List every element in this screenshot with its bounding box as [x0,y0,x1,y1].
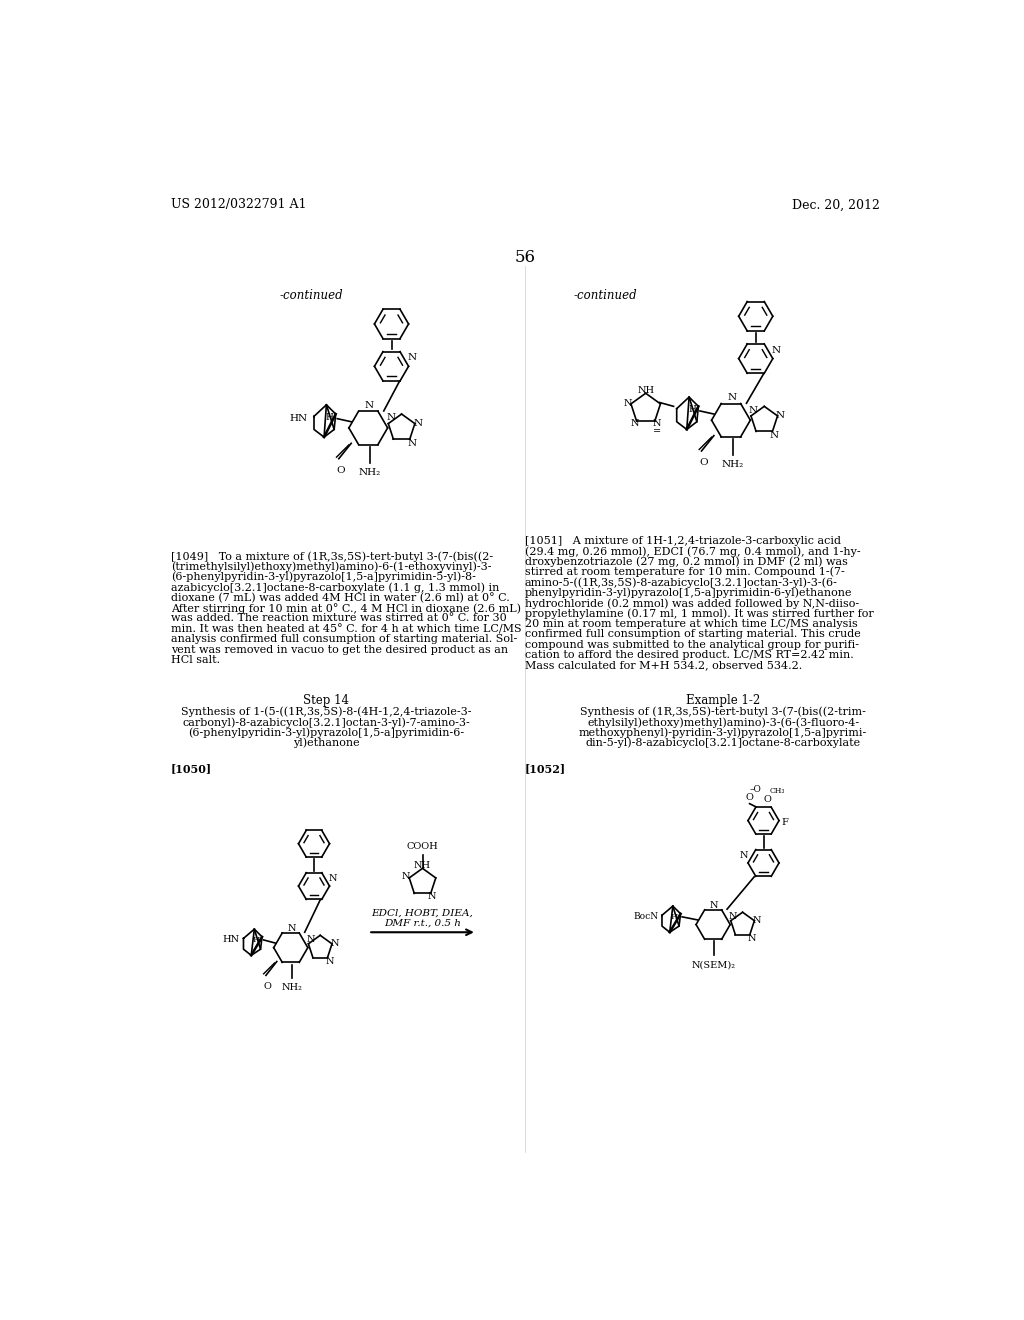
Text: 56: 56 [514,249,536,267]
Text: N: N [631,418,639,428]
Text: azabicyclo[3.2.1]octane-8-carboxylate (1.1 g, 1.3 mmol) in: azabicyclo[3.2.1]octane-8-carboxylate (1… [171,582,499,593]
Text: (29.4 mg, 0.26 mmol), EDCI (76.7 mg, 0.4 mmol), and 1-hy-: (29.4 mg, 0.26 mmol), EDCI (76.7 mg, 0.4… [524,546,860,557]
Text: N: N [710,900,718,909]
Text: O: O [745,793,754,803]
Text: min. It was then heated at 45° C. for 4 h at which time LC/MS: min. It was then heated at 45° C. for 4 … [171,624,521,634]
Text: yl)ethanone: yl)ethanone [293,738,359,748]
Text: N: N [771,346,780,355]
Text: dioxane (7 mL) was added 4M HCl in water (2.6 ml) at 0° C.: dioxane (7 mL) was added 4M HCl in water… [171,593,509,603]
Text: N: N [408,438,416,447]
Text: HN: HN [290,414,307,424]
Text: 20 min at room temperature at which time LC/MS analysis: 20 min at room temperature at which time… [524,619,857,628]
Text: –O: –O [750,785,762,795]
Text: F: F [781,817,788,826]
Text: US 2012/0322791 A1: US 2012/0322791 A1 [171,198,306,211]
Text: hydrochloride (0.2 mmol) was added followed by N,N-diiso-: hydrochloride (0.2 mmol) was added follo… [524,598,859,609]
Text: confirmed full consumption of starting material. This crude: confirmed full consumption of starting m… [524,630,860,639]
Text: cation to afford the desired product. LC/MS RT=2.42 min.: cation to afford the desired product. LC… [524,649,854,660]
Text: N: N [776,411,785,420]
Text: N: N [428,891,436,900]
Text: After stirring for 10 min at 0° C., 4 M HCl in dioxane (2.6 mL): After stirring for 10 min at 0° C., 4 M … [171,603,520,614]
Text: din-5-yl)-8-azabicyclo[3.2.1]octane-8-carboxylate: din-5-yl)-8-azabicyclo[3.2.1]octane-8-ca… [586,738,861,748]
Text: N: N [729,912,737,920]
Text: propylethylamine (0.17 ml, 1 mmol). It was stirred further for: propylethylamine (0.17 ml, 1 mmol). It w… [524,609,873,619]
Text: N: N [753,916,762,925]
Text: BocN: BocN [634,912,659,921]
Text: CH₃: CH₃ [770,787,785,796]
Text: N: N [408,354,416,362]
Text: O: O [263,982,271,990]
Text: NH₂: NH₂ [281,983,302,993]
Text: Example 1-2: Example 1-2 [686,694,761,708]
Text: N: N [386,413,395,422]
Text: Step 14: Step 14 [303,694,349,708]
Text: -continued: -continued [573,289,637,302]
Text: compound was submitted to the analytical group for purifi-: compound was submitted to the analytical… [524,640,859,649]
Text: methoxyphenyl)-pyridin-3-yl)pyrazolo[1,5-a]pyrimi-: methoxyphenyl)-pyridin-3-yl)pyrazolo[1,5… [580,727,867,738]
Text: N: N [306,935,315,944]
Text: Synthesis of (1R,3s,5S)-tert-butyl 3-(7-(bis((2-trim-: Synthesis of (1R,3s,5S)-tert-butyl 3-(7-… [581,706,866,717]
Text: O: O [764,795,771,804]
Text: HCl salt.: HCl salt. [171,655,220,665]
Text: N: N [365,401,374,411]
Text: stirred at room temperature for 10 min. Compound 1-(7-: stirred at room temperature for 10 min. … [524,566,845,577]
Text: N: N [402,873,411,882]
Text: vent was removed in vacuo to get the desired product as an: vent was removed in vacuo to get the des… [171,644,508,655]
Text: =: = [652,428,660,436]
Text: phenylpyridin-3-yl)pyrazolo[1,5-a]pyrimidin-6-yl)ethanone: phenylpyridin-3-yl)pyrazolo[1,5-a]pyrimi… [524,587,852,598]
Text: was added. The reaction mixture was stirred at 0° C. for 30: was added. The reaction mixture was stir… [171,614,507,623]
Text: N(SEM)₂: N(SEM)₂ [692,960,736,969]
Text: [1051]   A mixture of 1H-1,2,4-triazole-3-carboxylic acid: [1051] A mixture of 1H-1,2,4-triazole-3-… [524,536,841,545]
Text: Dec. 20, 2012: Dec. 20, 2012 [792,198,880,211]
Text: O: O [337,466,345,475]
Text: (6-phenylpyridin-3-yl)pyrazolo[1,5-a]pyrimidin-5-yl)-8-: (6-phenylpyridin-3-yl)pyrazolo[1,5-a]pyr… [171,572,475,582]
Text: HN: HN [222,936,240,944]
Text: (6-phenylpyridin-3-yl)pyrazolo[1,5-a]pyrimidin-6-: (6-phenylpyridin-3-yl)pyrazolo[1,5-a]pyr… [188,727,465,738]
Text: H: H [252,936,259,944]
Text: O: O [699,458,709,467]
Text: N: N [288,924,296,933]
Text: N: N [770,432,779,440]
Text: N: N [624,399,632,408]
Text: NH₂: NH₂ [358,469,381,477]
Text: carbonyl)-8-azabicyclo[3.2.1]octan-3-yl)-7-amino-3-: carbonyl)-8-azabicyclo[3.2.1]octan-3-yl)… [182,717,470,727]
Text: H: H [671,913,678,921]
Text: (trimethylsilyl)ethoxy)methyl)amino)-6-(1-ethoxyvinyl)-3-: (trimethylsilyl)ethoxy)methyl)amino)-6-(… [171,561,492,572]
Text: N: N [739,851,748,859]
Text: analysis confirmed full consumption of starting material. Sol-: analysis confirmed full consumption of s… [171,635,517,644]
Text: N: N [727,393,736,403]
Text: NH: NH [414,861,431,870]
Text: H: H [688,405,696,414]
Text: ethylsilyl)ethoxy)methyl)amino)-3-(6-(3-fluoro-4-: ethylsilyl)ethoxy)methyl)amino)-3-(6-(3-… [587,717,859,727]
Text: COOH: COOH [407,842,438,851]
Text: -continued: -continued [280,289,343,302]
Text: amino-5-((1R,3s,5S)-8-azabicyclo[3.2.1]octan-3-yl)-3-(6-: amino-5-((1R,3s,5S)-8-azabicyclo[3.2.1]o… [524,577,838,587]
Text: NH₂: NH₂ [721,461,743,470]
Text: H: H [326,413,334,421]
Text: N: N [331,940,339,948]
Text: N: N [414,418,423,428]
Text: Mass calculated for M+H 534.2, observed 534.2.: Mass calculated for M+H 534.2, observed … [524,660,802,671]
Text: [1049]   To a mixture of (1R,3s,5S)-tert-butyl 3-(7-(bis((2-: [1049] To a mixture of (1R,3s,5S)-tert-b… [171,552,493,562]
Text: N: N [749,405,758,414]
Text: [1050]: [1050] [171,763,212,774]
Text: N: N [748,935,756,942]
Text: [1052]: [1052] [524,763,566,774]
Text: droxybenzotriazole (27 mg, 0.2 mmol) in DMF (2 ml) was: droxybenzotriazole (27 mg, 0.2 mmol) in … [524,557,848,568]
Text: EDCl, HOBT, DIEA,: EDCl, HOBT, DIEA, [372,909,473,919]
Text: N: N [326,957,334,966]
Text: NH: NH [637,387,654,396]
Text: Synthesis of 1-(5-((1R,3s,5S)-8-(4H-1,2,4-triazole-3-: Synthesis of 1-(5-((1R,3s,5S)-8-(4H-1,2,… [181,706,472,717]
Text: DMF r.t., 0.5 h: DMF r.t., 0.5 h [384,919,461,928]
Text: N: N [329,874,337,883]
Text: N: N [652,418,660,428]
